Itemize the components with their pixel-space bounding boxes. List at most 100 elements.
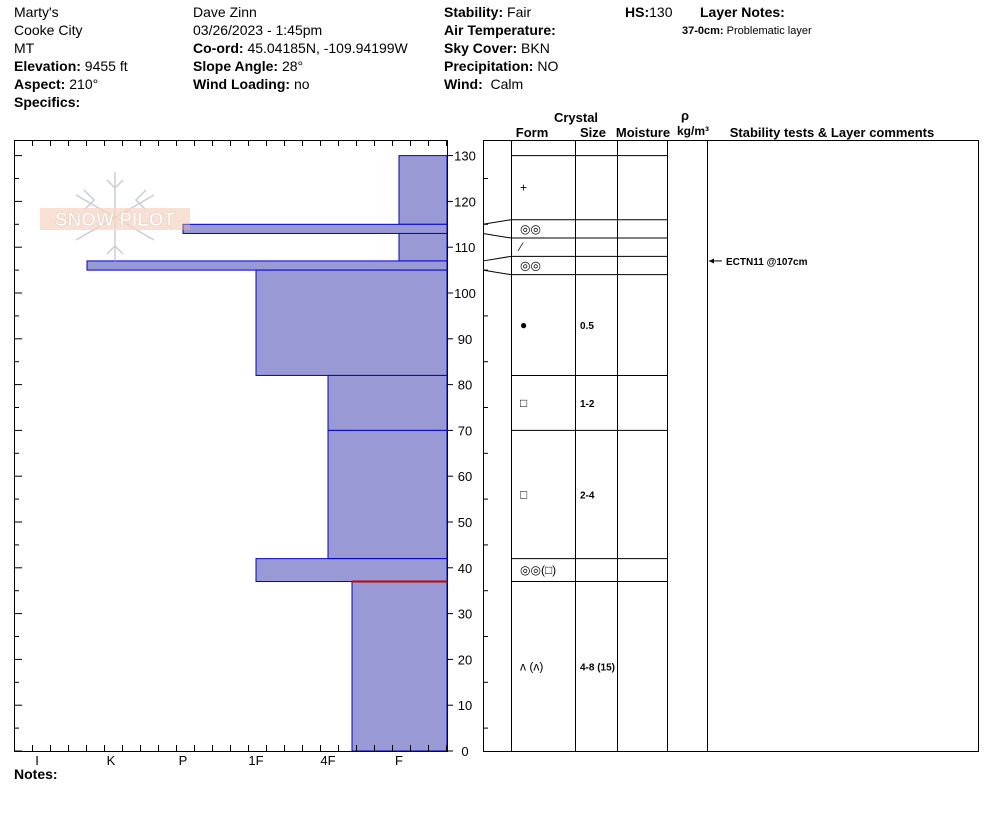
precip-label: Precipitation:: [444, 58, 534, 74]
stability-row: Stability: Fair: [444, 3, 558, 21]
logo-banner: [40, 208, 190, 230]
y-tick-label: 20: [458, 652, 472, 667]
crystal-form: ◎◎: [520, 259, 541, 273]
snowflake-icon: [75, 172, 155, 262]
aspect-row: Aspect: 210°: [14, 75, 128, 93]
size-header: Size: [580, 125, 606, 140]
y-tick-label: 110: [455, 240, 476, 255]
layer-connector: [482, 219, 512, 225]
wind-row: Wind: Calm: [444, 75, 558, 93]
arrow-icon: [709, 258, 714, 264]
hardness-bar: [398, 155, 448, 225]
crystal-form: +: [520, 181, 527, 195]
y-tick-label: 100: [454, 286, 476, 301]
air-temp-label: Air Temperature:: [444, 22, 556, 38]
wind-loading-row: Wind Loading: no: [193, 75, 408, 93]
logo-text: SNOW PILOT: [55, 210, 176, 231]
observer-name: Dave Zinn: [193, 4, 257, 20]
snowpilot-logo: SNOW PILOT: [40, 172, 190, 262]
layer-connector: [482, 255, 512, 262]
precip-row: Precipitation: NO: [444, 57, 558, 75]
y-tick-label: 130: [454, 149, 476, 164]
layer-note-text: Problematic layer: [726, 25, 812, 37]
hs-row: HS:130: [625, 3, 672, 21]
wind-value: Calm: [490, 76, 524, 92]
crystal-size: 1-2: [580, 399, 595, 410]
hardness-bar: [255, 558, 448, 583]
y-tick-label: 0: [461, 744, 468, 759]
wind-loading-value: no: [293, 76, 310, 92]
layer-boundary-lines: [482, 155, 667, 583]
y-tick-label: 120: [454, 194, 476, 209]
crystal-form: ◎◎: [520, 222, 541, 236]
y-tick-label: 80: [458, 378, 472, 393]
y-tick-label: 10: [458, 698, 472, 713]
x-tick-label: I: [35, 753, 39, 768]
y-tick-label: 90: [458, 332, 472, 347]
sky-row: Sky Cover: BKN: [444, 39, 558, 57]
elevation-value: 9455 ft: [84, 58, 128, 74]
crystal-header: Crystal: [554, 110, 598, 125]
x-tick-label: K: [107, 753, 116, 768]
range-name: Cooke City: [14, 22, 83, 38]
y-axis-labels: 0 10 20 30 40 50 60 70 80 90 100 110 120 130: [447, 149, 488, 759]
notes-row: Notes:: [14, 765, 58, 783]
stability-tests-header: Stability tests & Layer comments: [730, 125, 934, 140]
hardness-bar: [255, 269, 448, 376]
hardness-bar: [398, 232, 448, 262]
aspect-label: Aspect:: [14, 76, 66, 92]
layer-notes-label: Layer Notes:: [700, 4, 785, 20]
wind-label: Wind:: [444, 76, 483, 92]
crystal-form: ●: [520, 318, 527, 332]
x-tick-label: P: [179, 753, 188, 768]
y-tick-label: 40: [458, 561, 472, 576]
hs-label: HS:: [625, 4, 650, 20]
crystal-size: 0.5: [580, 321, 594, 332]
stability-label: Stability:: [444, 4, 504, 20]
y-tick-label: 60: [458, 469, 472, 484]
hs-value: 130: [649, 4, 673, 20]
top-hardness-ticks: [14, 140, 447, 751]
layer-notes-heading: Layer Notes:: [700, 3, 785, 21]
elevation-row: Elevation: 9455 ft: [14, 57, 128, 75]
layer-table-frame: [483, 140, 979, 752]
crystal-form: □: [520, 488, 527, 502]
hardness-bar: [86, 260, 448, 271]
header-col-1: Marty's Cooke City MT Elevation: 9455 ft…: [14, 3, 128, 111]
x-axis-labels: I K P 1F 4F F: [35, 753, 403, 768]
crystal-form: ◎◎(□): [520, 563, 556, 577]
hardness-bar: [351, 581, 448, 752]
layer-connector: [482, 232, 512, 239]
layer-table-text: + ◎◎ ⁄ ◎◎ ● 0.5 □ 1-2 □ 2-4 ◎◎(□) ʌ (ʌ) 4-8 (15) ECTN…: [517, 181, 808, 674]
left-minor-ticks: [14, 155, 22, 752]
air-temp-row: Air Temperature:: [444, 21, 558, 39]
stability-value: Fair: [507, 4, 532, 20]
header-col-2: Dave Zinn 03/26/2023 - 1:45pm Co-ord: 45…: [193, 3, 408, 93]
elevation-label: Elevation:: [14, 58, 81, 74]
coord-row: Co-ord: 45.04185N, -109.94199W: [193, 39, 408, 57]
hardness-bar: [182, 223, 448, 234]
crystal-form: ⁄: [517, 240, 524, 254]
layer-connector: [482, 269, 512, 276]
header-col-3: Stability: Fair Air Temperature: Sky Cov…: [444, 3, 558, 93]
x-tick-label: 4F: [320, 753, 335, 768]
crystal-size: 2-4: [580, 491, 595, 502]
stability-test-result: ECTN11 @107cm: [726, 257, 808, 268]
location-name: Marty's: [14, 4, 59, 20]
slope-value: 28°: [281, 58, 304, 74]
wind-loading-label: Wind Loading:: [193, 76, 291, 92]
aspect-value: 210°: [69, 76, 99, 92]
moisture-header: Moisture: [616, 125, 670, 140]
hardness-bar: [327, 429, 448, 560]
y-tick-label: 30: [458, 607, 472, 622]
state-name: MT: [14, 40, 35, 56]
crystal-form: ʌ (ʌ): [520, 659, 543, 673]
observation-datetime: 03/26/2023 - 1:45pm: [193, 22, 323, 38]
form-header: Form: [516, 125, 549, 140]
crystal-size: 4-8 (15): [580, 662, 615, 673]
density-unit-header: kg/m³: [677, 124, 709, 138]
y-tick-label: 70: [458, 423, 472, 438]
layer-note-depth: 37-0cm:: [682, 25, 724, 37]
y-tick-label: 50: [458, 515, 472, 530]
